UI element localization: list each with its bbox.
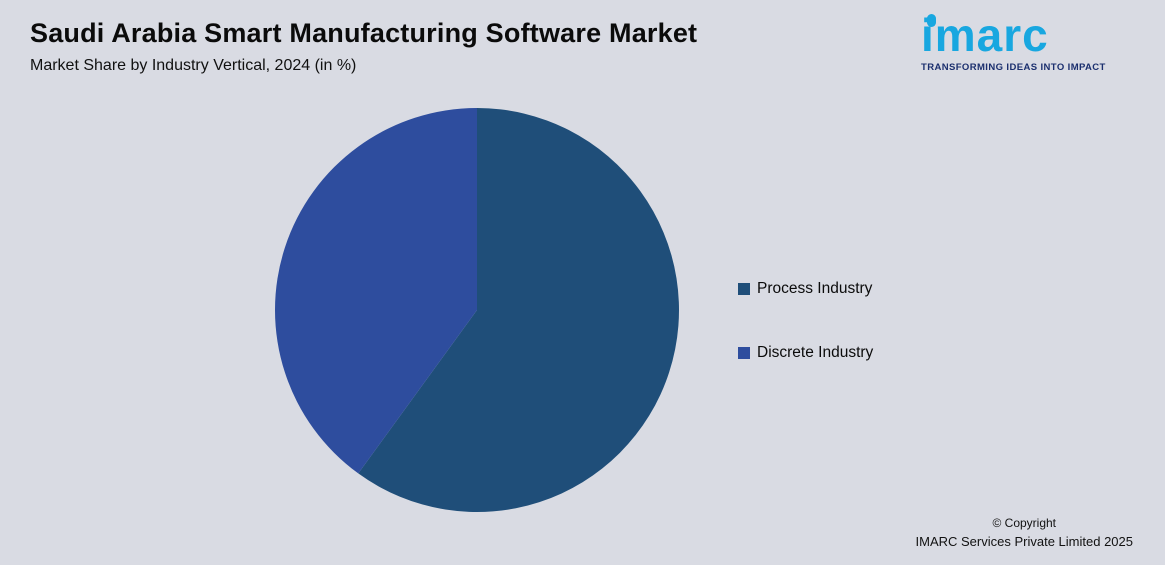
logo-tagline: TRANSFORMING IDEAS INTO IMPACT <box>921 62 1106 73</box>
logo-dot-icon <box>927 14 936 27</box>
page-subtitle: Market Share by Industry Vertical, 2024 … <box>30 57 357 74</box>
legend-label: Process Industry <box>757 280 873 297</box>
chart-legend: Process Industry Discrete Industry <box>738 280 873 362</box>
pie-chart-area <box>267 100 687 520</box>
header: Saudi Arabia Smart Manufacturing Softwar… <box>30 18 697 75</box>
copyright: © Copyright IMARC Services Private Limit… <box>916 516 1133 549</box>
copyright-line1: © Copyright <box>992 516 1057 530</box>
legend-label: Discrete Industry <box>757 344 874 361</box>
legend-marker <box>738 347 750 359</box>
pie-slice-process-industry <box>358 108 679 512</box>
copyright-line2: IMARC Services Private Limited 2025 <box>915 534 1133 549</box>
legend-marker <box>738 283 750 295</box>
imarc-logo: imarc TRANSFORMING IDEAS INTO IMPACT <box>921 8 1149 73</box>
pie-slice-discrete-industry <box>275 108 477 474</box>
logo-wordmark: imarc <box>921 9 1049 61</box>
pie-chart <box>275 108 679 512</box>
legend-item-process-industry: Process Industry <box>738 280 873 298</box>
page-title: Saudi Arabia Smart Manufacturing Softwar… <box>30 18 698 48</box>
legend-item-discrete-industry: Discrete Industry <box>738 344 873 362</box>
